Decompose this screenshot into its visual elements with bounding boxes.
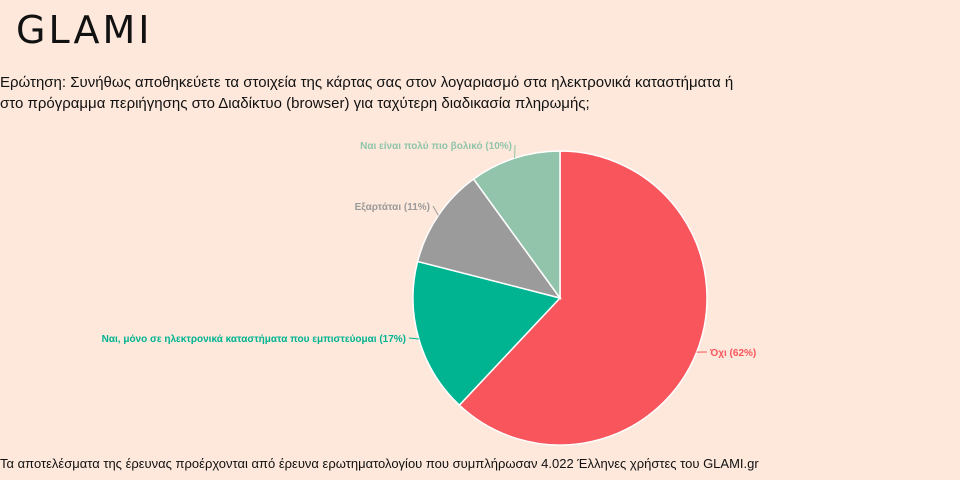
pie-slice [458,150,708,446]
pie-slice [416,178,562,300]
pie-slice [412,260,562,407]
slice-label: Ναι, μόνο σε ηλεκτρονικά καταστήματα που… [102,334,406,345]
slice-label: Εξαρτάται (11%) [355,202,430,213]
slice-label: Ναι είναι πολύ πιο βολικό (10%) [360,141,512,152]
slice-connector [432,205,439,216]
survey-question: Ερώτηση: Συνήθως αποθηκεύετε τα στοιχεία… [0,74,734,112]
glami-logo: GLAMI [16,8,153,52]
survey-footnote: Τα αποτελέσματα της έρευνας προέρχονται … [0,456,759,471]
slice-label: Όχι (62%) [709,348,756,359]
slice-connector [408,337,419,340]
